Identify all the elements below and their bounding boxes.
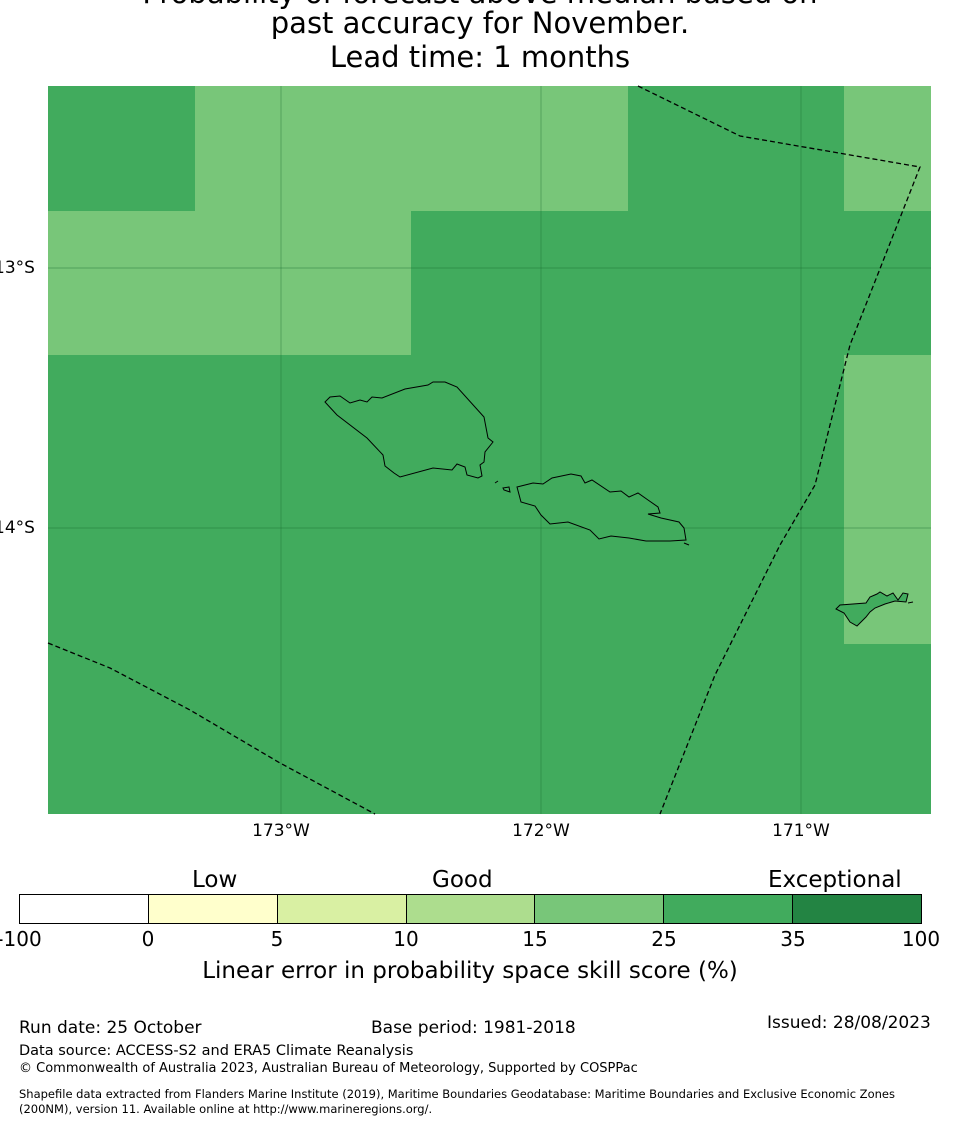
colorbar-segment — [406, 895, 536, 923]
lat-label-13s: 13°S — [0, 258, 35, 278]
lat-label-14s: 14°S — [0, 518, 35, 538]
colorbar-tick: 25 — [651, 927, 677, 951]
map-title-line-3: Lead time: 1 months — [329, 40, 631, 74]
copyright-notice: © Commonwealth of Australia 2023, Austra… — [19, 1061, 638, 1076]
issued-date: Issued: 28/08/2023 — [767, 1013, 931, 1033]
skill-colorbar — [19, 894, 922, 924]
colorbar-segment — [535, 895, 665, 923]
colorbar-segment — [277, 895, 407, 923]
colorbar-segment — [793, 895, 922, 923]
category-low: Low — [192, 867, 238, 893]
colorbar-segment — [664, 895, 794, 923]
islands — [324, 381, 914, 627]
map-title-line-2: past accuracy for November. — [270, 6, 690, 40]
colorbar-tick: 5 — [270, 927, 284, 951]
colorbar-tick: 35 — [780, 927, 806, 951]
data-source: Data source: ACCESS-S2 and ERA5 Climate … — [19, 1043, 414, 1059]
island-upolu — [516, 473, 687, 542]
colorbar-tick: -100 — [0, 927, 42, 951]
category-good: Good — [432, 867, 493, 893]
graticule — [48, 86, 931, 814]
skill-cell — [48, 211, 411, 355]
colorbar-tick: 15 — [522, 927, 548, 951]
colorbar-segment — [148, 895, 278, 923]
colorbar-segment — [20, 895, 149, 923]
eez-boundaries — [47, 85, 921, 815]
colorbar-tick: 0 — [141, 927, 155, 951]
lon-label-172w: 172°W — [512, 821, 570, 841]
islet-aunuu — [907, 601, 914, 604]
islet-apolima — [502, 486, 511, 493]
island-savaii — [324, 381, 494, 479]
lon-label-173w: 173°W — [252, 821, 310, 841]
skill-map — [47, 85, 931, 815]
base-period: Base period: 1981-2018 — [371, 1018, 576, 1038]
shapefile-credit-line-2: (200NM), version 11. Available online at… — [19, 1102, 433, 1116]
colorbar-tick: 10 — [393, 927, 419, 951]
light-skill-cells — [48, 86, 931, 644]
lon-label-171w: 171°W — [772, 821, 830, 841]
islet-manono — [494, 480, 499, 484]
skill-cell — [195, 86, 628, 211]
island-tutuila — [835, 591, 909, 627]
map-title-line-1: Probability of forecast above median bas… — [0, 0, 960, 10]
colorbar-title: Linear error in probability space skill … — [202, 958, 738, 984]
eez-boundary-southwest — [47, 642, 376, 815]
shapefile-credit-line-1: Shapefile data extracted from Flanders M… — [19, 1087, 895, 1101]
upolu-tip — [683, 542, 690, 546]
skill-cell — [844, 86, 931, 211]
run-date: Run date: 25 October — [19, 1018, 202, 1038]
colorbar-tick: 100 — [901, 927, 941, 951]
eez-boundary-north — [637, 85, 921, 815]
category-exceptional: Exceptional — [768, 867, 902, 893]
